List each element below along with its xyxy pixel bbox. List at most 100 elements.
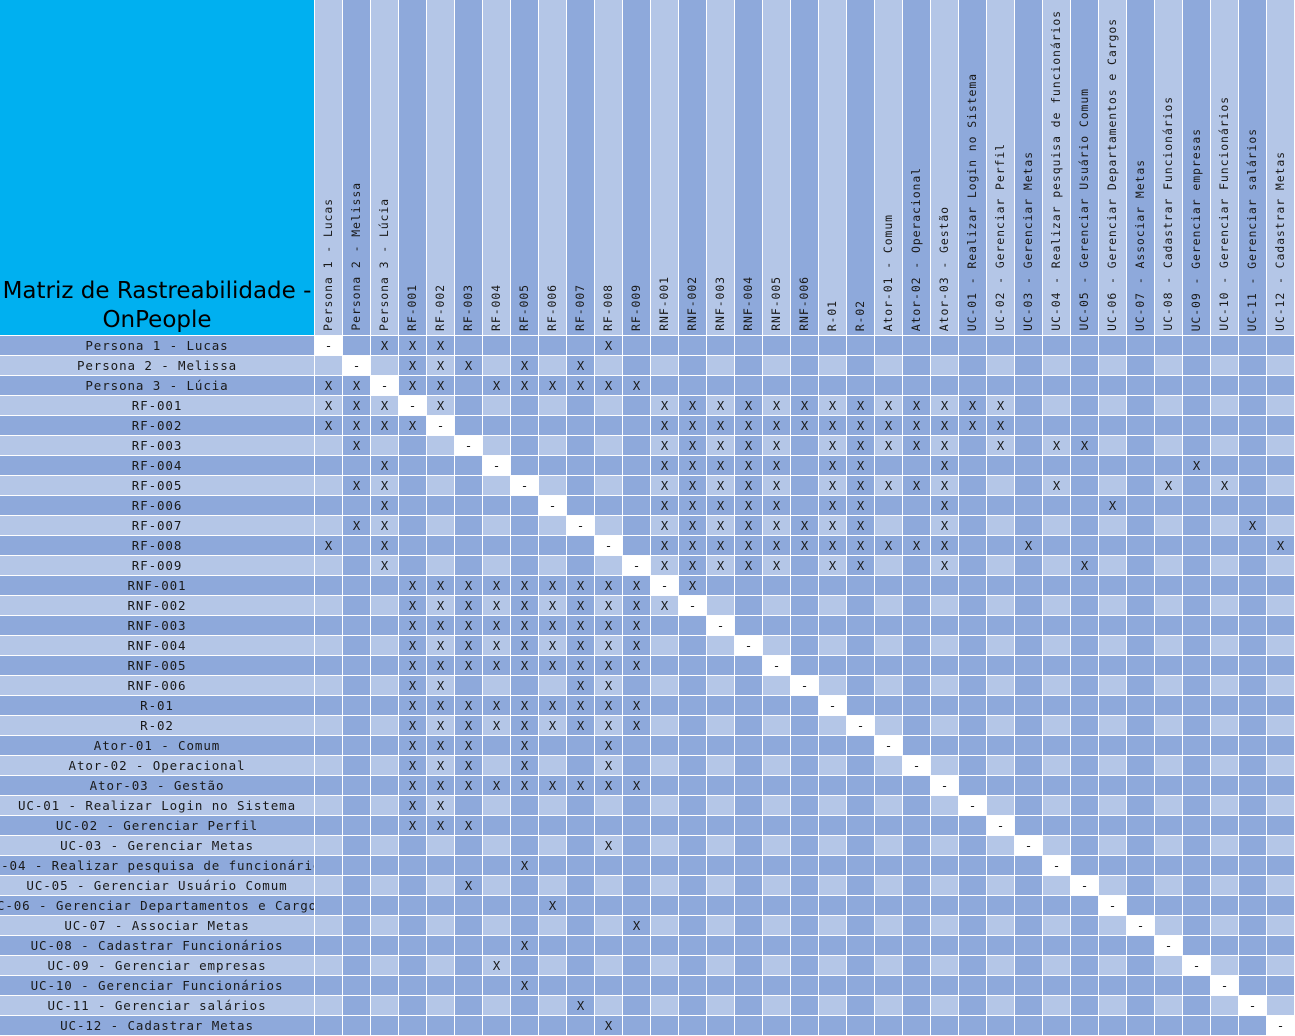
matrix-cell[interactable] (903, 816, 931, 836)
matrix-cell[interactable] (1211, 616, 1239, 636)
matrix-cell[interactable] (539, 356, 567, 376)
column-header[interactable]: RNF-005 (763, 0, 791, 336)
matrix-cell[interactable]: X (623, 696, 651, 716)
matrix-cell[interactable] (1099, 956, 1127, 976)
matrix-cell[interactable] (959, 596, 987, 616)
matrix-cell[interactable] (1239, 656, 1267, 676)
matrix-cell[interactable]: X (427, 756, 455, 776)
matrix-cell[interactable] (511, 896, 539, 916)
matrix-cell[interactable] (1071, 616, 1099, 636)
matrix-cell[interactable] (1239, 376, 1267, 396)
matrix-cell[interactable] (875, 376, 903, 396)
matrix-cell[interactable] (315, 636, 343, 656)
matrix-cell[interactable] (1155, 916, 1183, 936)
matrix-cell[interactable]: X (1267, 536, 1295, 556)
matrix-cell[interactable] (1267, 476, 1295, 496)
matrix-cell[interactable] (735, 816, 763, 836)
matrix-cell[interactable] (791, 916, 819, 936)
matrix-cell[interactable] (1071, 676, 1099, 696)
matrix-cell[interactable] (567, 396, 595, 416)
matrix-cell[interactable] (847, 976, 875, 996)
matrix-cell[interactable] (875, 516, 903, 536)
matrix-cell[interactable] (1211, 936, 1239, 956)
matrix-cell[interactable]: X (707, 556, 735, 576)
matrix-cell[interactable] (483, 876, 511, 896)
matrix-cell[interactable] (1099, 676, 1127, 696)
matrix-cell[interactable] (399, 536, 427, 556)
matrix-cell[interactable] (595, 876, 623, 896)
matrix-cell[interactable] (959, 836, 987, 856)
matrix-cell[interactable] (343, 936, 371, 956)
matrix-cell[interactable]: X (399, 816, 427, 836)
matrix-cell[interactable] (1015, 436, 1043, 456)
matrix-cell[interactable] (595, 976, 623, 996)
matrix-cell[interactable] (1071, 416, 1099, 436)
matrix-cell[interactable] (875, 596, 903, 616)
matrix-cell[interactable]: X (707, 436, 735, 456)
matrix-cell[interactable] (455, 476, 483, 496)
matrix-cell[interactable]: X (1071, 556, 1099, 576)
matrix-cell[interactable]: X (875, 476, 903, 496)
matrix-cell[interactable]: - (875, 736, 903, 756)
matrix-cell[interactable] (1015, 736, 1043, 756)
matrix-cell[interactable] (343, 816, 371, 836)
column-header[interactable]: RNF-001 (651, 0, 679, 336)
matrix-cell[interactable]: X (427, 336, 455, 356)
matrix-cell[interactable] (1267, 856, 1295, 876)
matrix-cell[interactable] (651, 856, 679, 876)
matrix-cell[interactable] (399, 976, 427, 996)
matrix-cell[interactable] (595, 816, 623, 836)
matrix-cell[interactable] (931, 836, 959, 856)
matrix-cell[interactable] (1155, 716, 1183, 736)
row-header[interactable]: R-02 (0, 716, 315, 736)
matrix-cell[interactable]: X (483, 696, 511, 716)
matrix-cell[interactable]: X (847, 496, 875, 516)
matrix-cell[interactable] (1155, 456, 1183, 476)
matrix-cell[interactable] (1183, 336, 1211, 356)
matrix-cell[interactable] (1155, 956, 1183, 976)
matrix-cell[interactable]: - (959, 796, 987, 816)
matrix-cell[interactable]: X (791, 536, 819, 556)
matrix-cell[interactable]: - (931, 776, 959, 796)
matrix-cell[interactable] (399, 556, 427, 576)
matrix-cell[interactable] (1239, 976, 1267, 996)
matrix-cell[interactable] (707, 356, 735, 376)
matrix-cell[interactable] (1211, 416, 1239, 436)
matrix-cell[interactable] (903, 916, 931, 936)
matrix-cell[interactable]: X (427, 816, 455, 836)
matrix-cell[interactable]: X (511, 856, 539, 876)
matrix-cell[interactable] (987, 1016, 1015, 1036)
matrix-cell[interactable] (875, 676, 903, 696)
matrix-cell[interactable] (427, 836, 455, 856)
matrix-cell[interactable] (427, 516, 455, 536)
matrix-cell[interactable] (707, 336, 735, 356)
matrix-cell[interactable] (959, 336, 987, 356)
matrix-cell[interactable] (1239, 756, 1267, 776)
matrix-cell[interactable] (819, 836, 847, 856)
matrix-cell[interactable] (847, 836, 875, 856)
matrix-cell[interactable] (1155, 1016, 1183, 1036)
matrix-cell[interactable] (707, 676, 735, 696)
matrix-cell[interactable] (679, 776, 707, 796)
column-header[interactable]: UC-04 - Realizar pesquisa de funcionário… (1043, 0, 1071, 336)
matrix-cell[interactable] (735, 576, 763, 596)
column-header[interactable]: RF-009 (623, 0, 651, 336)
matrix-cell[interactable]: X (903, 396, 931, 416)
matrix-cell[interactable] (819, 656, 847, 676)
matrix-cell[interactable] (1015, 416, 1043, 436)
matrix-cell[interactable] (707, 696, 735, 716)
matrix-cell[interactable] (539, 976, 567, 996)
matrix-cell[interactable] (1155, 556, 1183, 576)
matrix-cell[interactable] (315, 896, 343, 916)
matrix-cell[interactable] (1127, 556, 1155, 576)
matrix-cell[interactable] (1239, 456, 1267, 476)
row-header[interactable]: RF-006 (0, 496, 315, 516)
matrix-cell[interactable]: X (679, 496, 707, 516)
matrix-cell[interactable] (623, 1016, 651, 1036)
matrix-cell[interactable] (651, 836, 679, 856)
matrix-cell[interactable] (679, 816, 707, 836)
matrix-cell[interactable] (567, 936, 595, 956)
matrix-cell[interactable] (1155, 976, 1183, 996)
row-header[interactable]: UC-05 - Gerenciar Usuário Comum (0, 876, 315, 896)
column-header[interactable]: UC-06 - Gerenciar Departamentos e Cargos (1099, 0, 1127, 336)
